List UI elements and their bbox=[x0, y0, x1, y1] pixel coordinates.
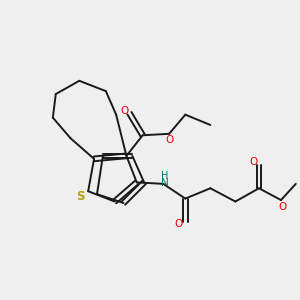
Text: N: N bbox=[160, 178, 168, 188]
Text: O: O bbox=[278, 202, 286, 212]
Text: O: O bbox=[166, 135, 174, 145]
Text: S: S bbox=[76, 190, 84, 203]
Text: O: O bbox=[120, 106, 128, 116]
Text: H: H bbox=[161, 171, 168, 181]
Text: O: O bbox=[175, 219, 183, 229]
Text: O: O bbox=[250, 158, 258, 167]
